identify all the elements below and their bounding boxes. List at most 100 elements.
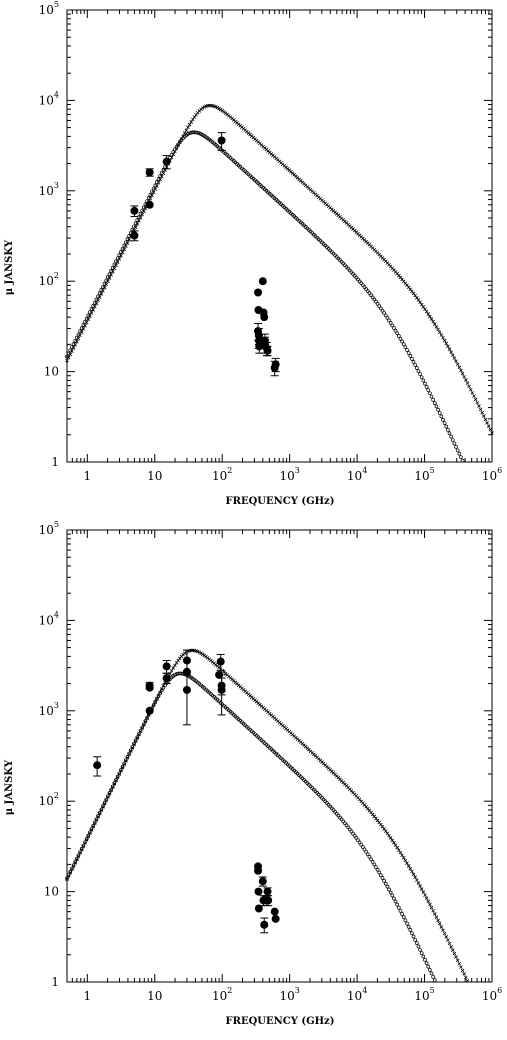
model-circle-marker — [364, 849, 368, 854]
model-cross-marker — [441, 335, 445, 340]
data-point — [260, 920, 269, 929]
model-circle-marker — [421, 954, 426, 959]
x-tick-label: 1 — [83, 469, 91, 483]
model-circle-marker — [187, 131, 192, 136]
model-circle-marker — [444, 424, 449, 429]
model-circle-marker — [393, 899, 398, 904]
model-circle-marker — [123, 758, 128, 763]
model-cross-marker — [97, 295, 102, 300]
sed-chart-bottom: 1 10 102 103 104 105 106 1 10 102 103 104 105 FREQUEN… — [4, 520, 502, 1027]
model-cross-marker — [120, 250, 125, 255]
model-cross-marker — [398, 850, 403, 855]
model-circle-marker — [99, 807, 104, 812]
model-circle-marker — [101, 284, 105, 289]
data-point — [271, 360, 280, 369]
model-circle-marker — [414, 366, 419, 370]
model-cross-marker — [117, 257, 122, 261]
model-circle-marker — [426, 388, 431, 392]
model-circle-marker — [392, 896, 396, 901]
model-circle-marker — [395, 331, 400, 336]
model-circle-marker — [120, 246, 125, 251]
model-cross-marker — [436, 327, 440, 332]
model-cross-marker — [424, 896, 429, 900]
x-tick-label: 10 — [147, 469, 162, 483]
model-circle-marker — [405, 348, 409, 352]
model-circle-marker — [83, 840, 87, 845]
model-cross-marker — [184, 128, 189, 132]
model-circle-marker — [150, 189, 154, 194]
model-circle-marker — [377, 870, 382, 875]
model-circle-marker — [74, 856, 79, 861]
model-circle-marker — [94, 817, 99, 822]
model-circle-marker — [112, 781, 117, 786]
model-cross-marker — [472, 394, 476, 398]
model-cross-marker — [397, 848, 401, 852]
x-axis-label: FREQUENCY (GHz) — [226, 1016, 335, 1027]
model-circle-marker — [387, 887, 391, 892]
model-circle-marker — [168, 155, 172, 160]
model-cross-marker — [140, 212, 144, 217]
model-cross-marker — [434, 325, 439, 329]
model-cross-marker — [106, 279, 110, 284]
model-cross-marker — [447, 347, 452, 352]
model-circle-marker — [416, 369, 421, 373]
model-circle-marker — [343, 821, 347, 826]
model-circle-marker — [74, 335, 79, 340]
model-circle-marker — [132, 224, 136, 229]
model-circle-marker — [66, 351, 71, 356]
model-cross-marker — [401, 856, 406, 860]
model-circle-marker — [102, 801, 107, 805]
x-tick-label: 103 — [279, 466, 299, 483]
model-cross-marker — [112, 266, 117, 271]
model-circle-marker — [153, 183, 158, 188]
model-circle-marker — [138, 728, 143, 733]
model-circle-marker — [102, 281, 107, 286]
model-circle-marker — [408, 928, 413, 932]
model-circle-marker — [127, 751, 131, 756]
model-circle-marker — [194, 130, 198, 135]
model-cross-marker — [473, 397, 478, 402]
model-curve-circle — [65, 671, 437, 983]
model-circle-marker — [81, 323, 86, 327]
model-cross-marker — [114, 263, 118, 268]
y-tick-label: 103 — [39, 701, 59, 718]
y-tick-label: 10 — [44, 365, 59, 379]
model-cross-marker — [133, 225, 138, 230]
model-cross-marker — [421, 890, 426, 894]
data-point — [145, 683, 154, 692]
model-circle-marker — [143, 719, 148, 723]
y-tick-label: 1 — [51, 975, 59, 989]
model-circle-marker — [70, 866, 74, 871]
model-circle-marker — [70, 345, 74, 350]
model-circle-marker — [135, 735, 140, 740]
model-circle-marker — [434, 404, 439, 409]
model-circle-marker — [151, 703, 156, 707]
model-cross-marker — [104, 282, 109, 287]
model-circle-marker — [161, 167, 166, 172]
model-circle-marker — [84, 837, 89, 841]
data-point — [258, 877, 267, 886]
model-cross-marker — [411, 872, 416, 877]
model-cross-marker — [169, 669, 174, 673]
model-circle-marker — [367, 854, 372, 859]
model-circle-marker — [110, 265, 115, 270]
data-point — [217, 685, 226, 694]
model-cross-marker — [385, 831, 390, 836]
model-circle-marker — [171, 150, 176, 154]
model-cross-marker — [127, 238, 131, 242]
model-curve-cross — [65, 648, 470, 983]
model-circle-marker — [410, 931, 414, 936]
model-circle-marker — [114, 259, 118, 264]
model-cross-marker — [99, 292, 104, 296]
model-circle-marker — [78, 850, 82, 855]
model-circle-marker — [109, 269, 113, 273]
model-circle-marker — [455, 448, 460, 453]
model-circle-marker — [179, 671, 184, 676]
model-cross-marker — [455, 362, 460, 367]
model-circle-marker — [107, 791, 112, 795]
model-circle-marker — [411, 360, 416, 364]
model-circle-marker — [403, 345, 408, 350]
model-cross-marker — [91, 308, 95, 312]
model-cross-marker — [65, 877, 69, 882]
model-circle-marker — [392, 326, 396, 330]
